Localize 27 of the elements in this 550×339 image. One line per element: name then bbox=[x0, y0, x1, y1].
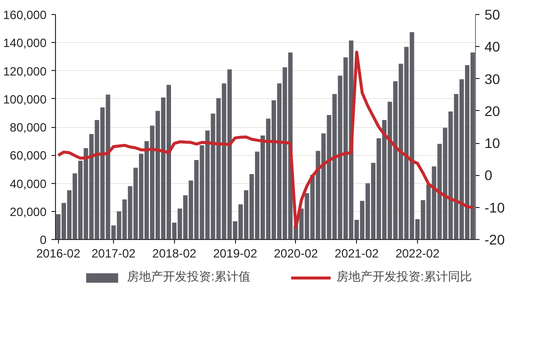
y-tick-label: 80,000 bbox=[10, 120, 47, 134]
y2-tick-label: 10 bbox=[484, 135, 500, 152]
y2-tick-label: -10 bbox=[484, 199, 505, 216]
x-tick-label: 2021-02 bbox=[334, 246, 380, 260]
y-tick-label: 140,000 bbox=[3, 36, 47, 50]
y-tick-label: 20,000 bbox=[10, 204, 47, 219]
y-tick-label: 60,000 bbox=[10, 148, 47, 163]
x-tick-label: 2016-02 bbox=[36, 246, 81, 260]
legend-label: 房地产开发投资:累计值 bbox=[127, 268, 250, 286]
legend-label: 房地产开发投资:累计同比 bbox=[336, 268, 472, 286]
x-tick-label: 2017-02 bbox=[92, 246, 136, 260]
y-tick-label: 120,000 bbox=[3, 64, 47, 78]
y2-tick-label: 0 bbox=[484, 167, 492, 184]
line-series bbox=[56, 50, 474, 230]
x-tick-label: 2018-02 bbox=[152, 246, 197, 260]
y2-tick-label: 40 bbox=[484, 38, 500, 55]
y2-tick-label: 50 bbox=[484, 6, 500, 22]
y2-tick-label: 20 bbox=[484, 102, 500, 119]
y-tick-label: 0 bbox=[40, 233, 47, 247]
y-tick-label: 40,000 bbox=[10, 176, 47, 191]
y2-tick-label: -20 bbox=[484, 232, 505, 248]
x-tick-label: 2019-02 bbox=[213, 246, 258, 260]
y-tick-label: 160,000 bbox=[3, 8, 47, 22]
x-tick-label: 2020-02 bbox=[274, 246, 318, 260]
x-tick-label: 2022-02 bbox=[395, 246, 440, 260]
y-tick-label: 100,000 bbox=[3, 92, 47, 106]
y2-tick-label: 30 bbox=[484, 70, 500, 87]
